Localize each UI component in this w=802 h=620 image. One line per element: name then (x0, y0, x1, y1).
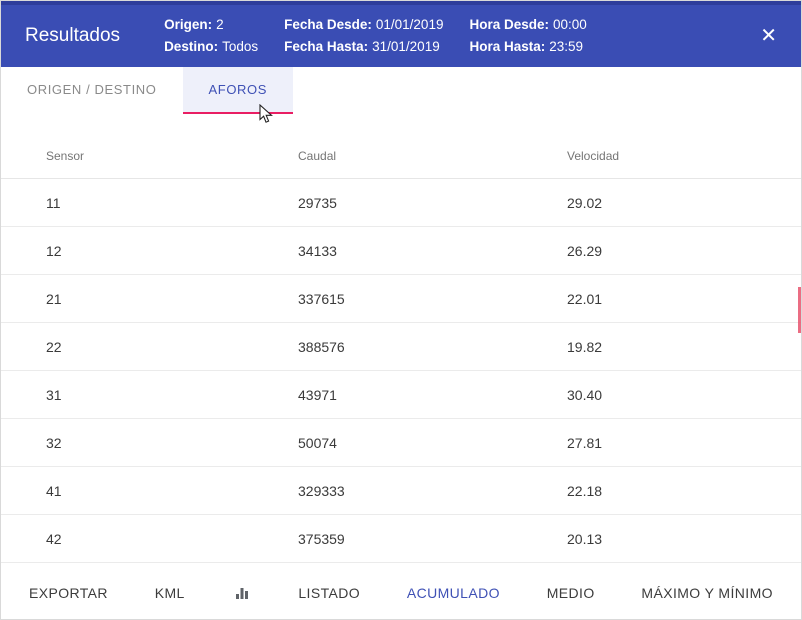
table-cell-sensor: 21 (46, 290, 62, 307)
table-body: 11 29735 29.02 12 34133 26.29 21 337615 22.01 22 3… (1, 179, 801, 563)
field-origen-value: 2 (216, 17, 224, 33)
table-cell-caudal: 43971 (298, 386, 337, 403)
table-cell-velocidad: 22.18 (567, 482, 603, 499)
bar-chart-icon[interactable] (228, 579, 256, 607)
table-cell-velocidad: 22.01 (567, 290, 603, 307)
header-field-col-hora: Hora Desde: 00:00 Hora Hasta: 23:59 (469, 16, 586, 55)
table-cell-caudal: 337615 (298, 290, 345, 307)
header-field-col-fecha: Fecha Desde: 01/01/2019 Fecha Hasta: 31/01… (284, 16, 443, 55)
tab-bar: ORIGEN / DESTINO AFOROS (1, 67, 801, 114)
exportar-button[interactable]: EXPORTAR (25, 579, 112, 607)
table-cell-caudal: 388576 (298, 338, 345, 355)
column-header-sensor: Sensor (46, 149, 85, 163)
table-cell-caudal: 34133 (298, 242, 337, 259)
table-row: 31 43971 30.40 (1, 371, 801, 419)
table-cell-caudal: 329333 (298, 482, 345, 499)
field-destino-label: Destino: (164, 38, 219, 54)
right-edge-accent (798, 287, 801, 333)
field-fecha-hasta-label: Fecha Hasta: (284, 38, 369, 54)
field-origen-label: Origen: (164, 17, 213, 33)
maximo-minimo-button[interactable]: MÁXIMO Y MÍNIMO (637, 579, 777, 607)
table-cell-sensor: 41 (46, 482, 62, 499)
table-cell-caudal: 375359 (298, 530, 345, 547)
field-destino-value: Todos (222, 38, 259, 54)
table-row: 32 50074 27.81 (1, 419, 801, 467)
field-fecha-desde-label: Fecha Desde: (284, 17, 372, 33)
table-cell-sensor: 22 (46, 338, 62, 355)
field-fecha-desde: Fecha Desde: 01/01/2019 (284, 16, 443, 34)
table-cell-velocidad: 29.02 (567, 194, 603, 211)
table-cell-caudal: 29735 (298, 194, 337, 211)
table-cell-velocidad: 20.13 (567, 530, 603, 547)
table-cell-sensor: 31 (46, 386, 62, 403)
table-cell-velocidad: 27.81 (567, 434, 603, 451)
table-cell-sensor: 42 (46, 530, 62, 547)
header-field-col-origin: Origen: 2 Destino: Todos (164, 16, 258, 55)
table-row: 22 388576 19.82 (1, 323, 801, 371)
field-hora-desde-label: Hora Desde: (469, 17, 549, 33)
tab-aforos[interactable]: AFOROS (182, 67, 294, 114)
field-fecha-hasta-value: 31/01/2019 (372, 38, 440, 54)
table-cell-velocidad: 26.29 (567, 242, 603, 259)
kml-button[interactable]: KML (151, 579, 189, 607)
table-row: 12 34133 26.29 (1, 227, 801, 275)
dialog-header: Resultados Origen: 2 Destino: Todos Fecha … (1, 1, 801, 67)
column-header-velocidad: Velocidad (567, 149, 620, 163)
medio-button[interactable]: MEDIO (543, 579, 599, 607)
table-cell-velocidad: 19.82 (567, 338, 603, 355)
table-cell-caudal: 50074 (298, 434, 337, 451)
aforos-table: Sensor Caudal Velocidad 11 29735 29.02 12 34… (1, 134, 801, 563)
listado-button[interactable]: LISTADO (294, 579, 364, 607)
table-header-row: Sensor Caudal Velocidad (1, 134, 801, 179)
column-header-caudal: Caudal (298, 149, 337, 163)
table-cell-sensor: 32 (46, 434, 62, 451)
tab-origen-destino[interactable]: ORIGEN / DESTINO (1, 67, 183, 114)
header-fields: Origen: 2 Destino: Todos Fecha Desde: 01/01… (164, 16, 587, 55)
field-hora-hasta: Hora Hasta: 23:59 (469, 38, 586, 56)
table-cell-velocidad: 30.40 (567, 386, 603, 403)
field-destino: Destino: Todos (164, 38, 258, 56)
table-cell-sensor: 12 (46, 242, 62, 259)
field-hora-desde-value: 00:00 (553, 17, 587, 33)
dialog-title: Resultados (25, 25, 121, 46)
field-origen: Origen: 2 (164, 16, 258, 34)
table-cell-sensor: 11 (46, 194, 61, 211)
table-row: 11 29735 29.02 (1, 179, 801, 227)
table-row: 21 337615 22.01 (1, 275, 801, 323)
field-fecha-hasta: Fecha Hasta: 31/01/2019 (284, 38, 443, 56)
table-row: 41 329333 22.18 (1, 467, 801, 515)
table-row: 42 375359 20.13 (1, 515, 801, 563)
field-hora-hasta-label: Hora Hasta: (469, 38, 546, 54)
acumulado-button[interactable]: ACUMULADO (403, 579, 504, 607)
field-hora-desde: Hora Desde: 00:00 (469, 16, 586, 34)
close-icon[interactable]: ✕ (756, 22, 781, 50)
footer-toolbar: EXPORTAR KML LISTADO ACUMULADO MEDIO MÁX… (1, 567, 801, 619)
field-fecha-desde-value: 01/01/2019 (375, 17, 444, 33)
field-hora-hasta-value: 23:59 (549, 38, 584, 54)
